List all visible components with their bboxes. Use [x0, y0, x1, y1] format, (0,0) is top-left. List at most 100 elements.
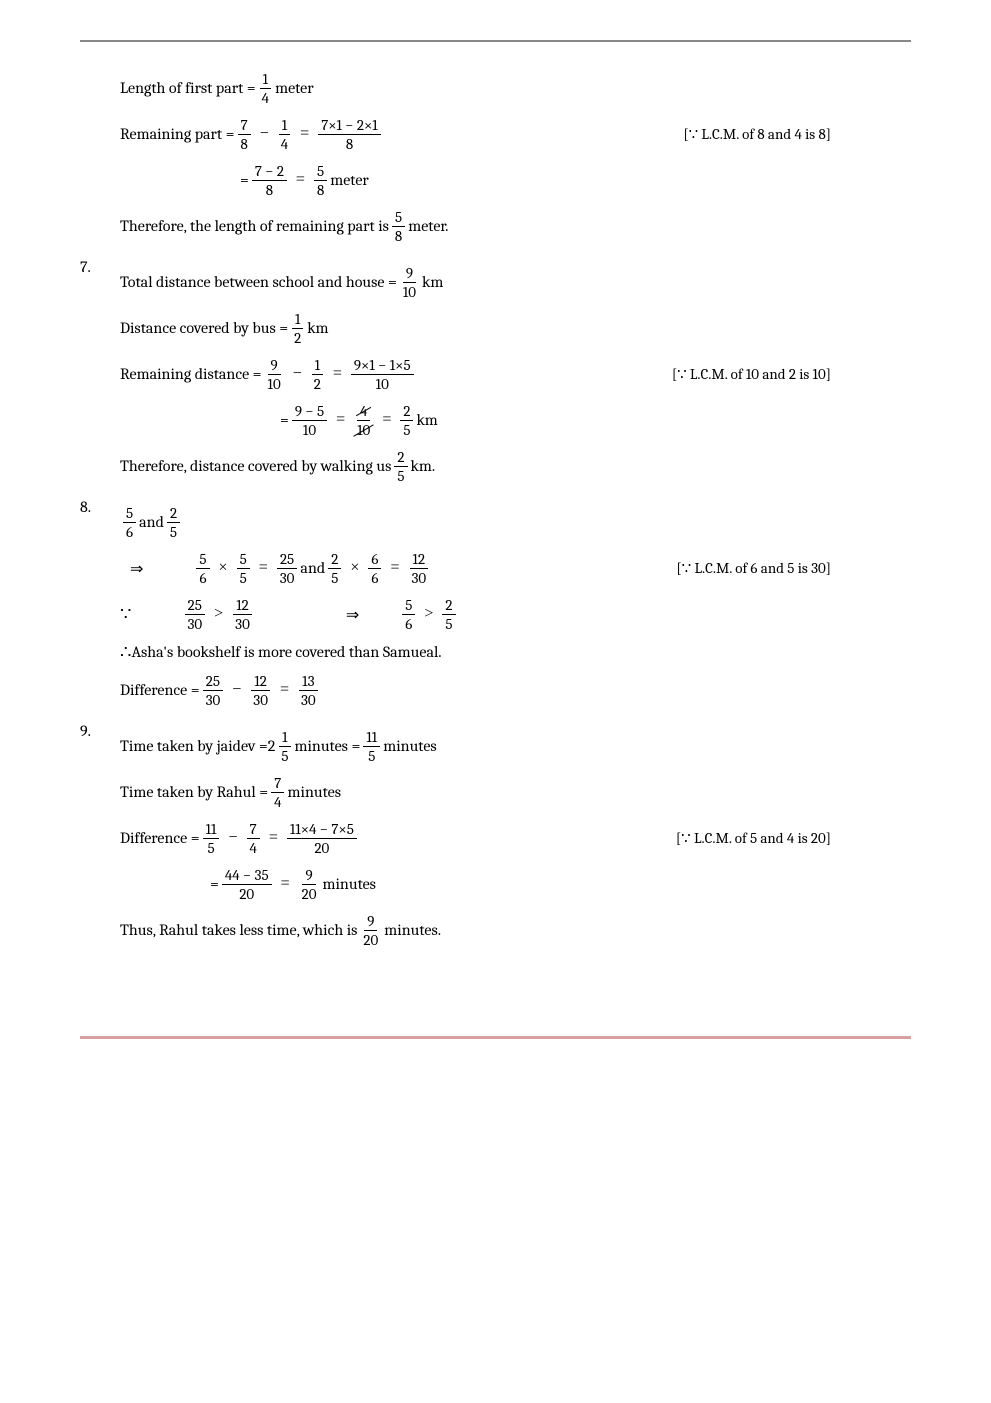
- fraction: 25: [328, 550, 341, 587]
- equals: =: [280, 681, 289, 699]
- q6-content: Length of first part = 1 4 meter Remaini…: [120, 62, 911, 252]
- q6-line1: Length of first part = 1 4 meter: [120, 68, 911, 108]
- q6-line4: Therefore, the length of remaining part …: [120, 206, 911, 246]
- text: km: [422, 273, 443, 291]
- arrow-icon: ⇒: [130, 559, 143, 578]
- lcm-note: [∵ L.C.M. of 8 and 4 is 8]: [683, 125, 831, 143]
- mixed-whole: 2: [268, 737, 276, 755]
- fraction: 66: [368, 550, 381, 587]
- text: minutes: [383, 737, 437, 755]
- fraction: 11×4 − 7×520: [287, 820, 357, 857]
- lcm-note: [∵ L.C.M. of 6 and 5 is 30]: [676, 559, 831, 577]
- bottom-divider: [80, 1036, 911, 1039]
- text: Time taken by jaidev =: [120, 737, 268, 755]
- fraction-cancelled: 410: [354, 402, 373, 439]
- q8-line1: 56 and 25: [120, 502, 911, 542]
- equals: =: [336, 411, 345, 429]
- minus: −: [260, 125, 269, 143]
- greater-than: >: [424, 605, 433, 623]
- therefore-icon: ∴: [120, 642, 131, 663]
- fraction: 12: [311, 356, 324, 393]
- fraction: 56: [402, 596, 415, 633]
- fraction: 14: [278, 116, 291, 153]
- fraction: 74: [271, 774, 284, 811]
- text: Difference =: [120, 829, 200, 847]
- q8-line3: ∵ 2530 > 1230 ⇒ 56 > 25: [120, 594, 911, 634]
- fraction: 2530: [203, 672, 224, 709]
- equals: =: [333, 365, 342, 383]
- fraction: 15: [278, 728, 291, 765]
- greater-than: >: [214, 605, 223, 623]
- text: and: [300, 559, 325, 577]
- q9-line3: Difference = 115 − 74 = 11×4 − 7×520 [∵ …: [120, 818, 911, 858]
- fraction: 78: [237, 116, 250, 153]
- q9-line5: Thus, Rahul takes less time, which is 92…: [120, 910, 911, 950]
- equals: =: [382, 411, 391, 429]
- fraction: 1230: [250, 672, 271, 709]
- fraction: 12: [291, 310, 304, 347]
- fraction: 25: [400, 402, 413, 439]
- fraction: 58: [314, 162, 327, 199]
- text: minutes: [288, 783, 342, 801]
- q8-block: 8. 56 and 25 ⇒ 56 × 55 = 2530 and 25 × 6…: [80, 496, 911, 716]
- lcm-note: [∵ L.C.M. of 5 and 4 is 20]: [676, 829, 831, 847]
- q7-line3: Remaining distance = 910 − 12 = 9×1 − 1×…: [120, 354, 911, 394]
- text: meter: [275, 79, 314, 97]
- minus: −: [228, 829, 237, 847]
- q9-line2: Time taken by Rahul = 74 minutes: [120, 772, 911, 812]
- fraction: 910: [400, 264, 419, 301]
- q6-number-blank: [80, 62, 120, 64]
- q9-line1: Time taken by jaidev = 2 15 minutes = 11…: [120, 726, 911, 766]
- q9-number: 9.: [80, 720, 120, 740]
- text: Distance covered by bus =: [120, 319, 288, 337]
- fraction: 920: [299, 866, 320, 903]
- q7-line2: Distance covered by bus = 12 km: [120, 308, 911, 348]
- q8-line4: ∴ Asha's bookshelf is more covered than …: [120, 640, 911, 664]
- text: km.: [411, 457, 436, 475]
- fraction: 25: [394, 448, 407, 485]
- text: Therefore, the length of remaining part …: [120, 217, 389, 235]
- fraction: 25: [442, 596, 455, 633]
- q6-block: Length of first part = 1 4 meter Remaini…: [80, 62, 911, 252]
- fraction: 58: [392, 208, 405, 245]
- fraction: 56: [123, 504, 136, 541]
- fraction: 7 − 28: [252, 162, 287, 199]
- minus: −: [232, 681, 241, 699]
- text: km: [307, 319, 328, 337]
- fraction: 2530: [277, 550, 298, 587]
- q8-line5: Difference = 2530 − 1230 = 1330: [120, 670, 911, 710]
- equals: =: [240, 171, 249, 189]
- equals: =: [390, 559, 399, 577]
- q6-line2: Remaining part = 78 − 14 = 7×1 − 2×18 [∵…: [120, 114, 911, 154]
- text: minutes: [322, 875, 376, 893]
- times: ×: [219, 559, 228, 577]
- text: Time taken by Rahul =: [120, 783, 268, 801]
- text: and: [139, 513, 164, 531]
- text: Thus, Rahul takes less time, which is: [120, 921, 357, 939]
- text: Difference =: [120, 681, 200, 699]
- page-container: Length of first part = 1 4 meter Remaini…: [0, 0, 991, 1099]
- fraction: 115: [363, 728, 380, 765]
- text: Remaining part =: [120, 125, 234, 143]
- fraction: 1230: [232, 596, 253, 633]
- text: meter.: [408, 217, 448, 235]
- q7-block: 7. Total distance between school and hou…: [80, 256, 911, 492]
- q9-line4: = 44 − 3520 = 920 minutes: [210, 864, 911, 904]
- fraction: 920: [360, 912, 381, 949]
- text: minutes.: [384, 921, 441, 939]
- text: Remaining distance =: [120, 365, 262, 383]
- equals: =: [281, 875, 290, 893]
- fraction: 7×1 − 2×18: [318, 116, 381, 153]
- fraction: 1 4: [259, 70, 272, 107]
- lcm-note: [∵ L.C.M. of 10 and 2 is 10]: [672, 365, 831, 383]
- q8-content: 56 and 25 ⇒ 56 × 55 = 2530 and 25 × 66 =…: [120, 496, 911, 716]
- because-icon: ∵: [120, 604, 131, 625]
- q8-number: 8.: [80, 496, 120, 516]
- fraction: 55: [237, 550, 250, 587]
- fraction: 1330: [298, 672, 319, 709]
- text: Total distance between school and house …: [120, 273, 397, 291]
- equals: =: [300, 125, 309, 143]
- q7-number: 7.: [80, 256, 120, 276]
- fraction: 44 − 3520: [222, 866, 272, 903]
- equals: =: [280, 411, 289, 429]
